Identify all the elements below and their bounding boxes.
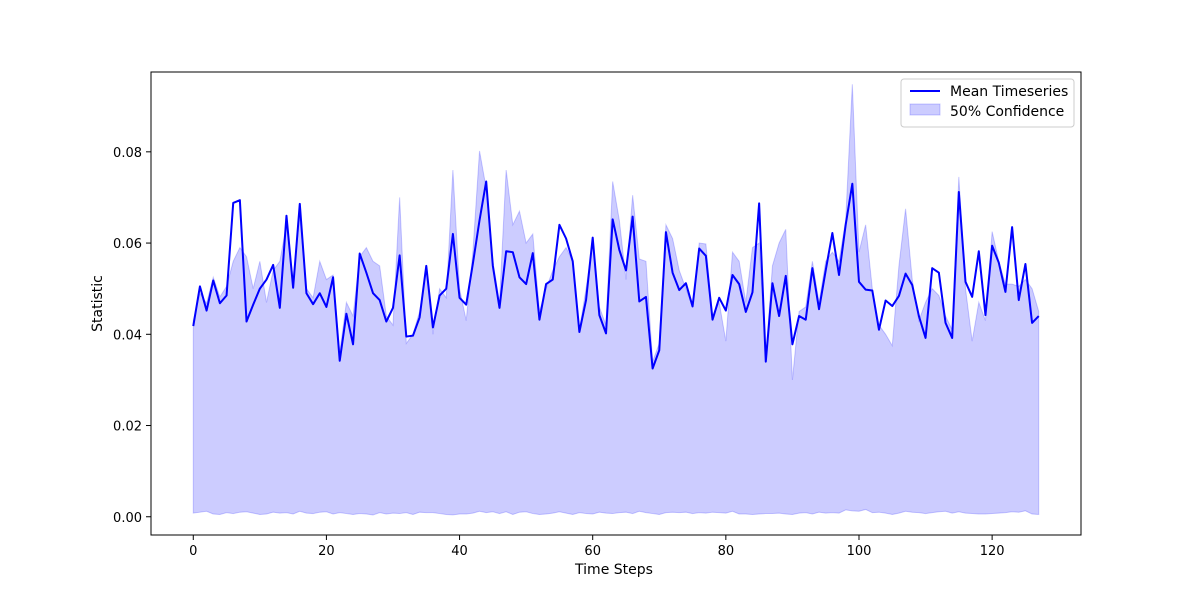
x-tick-label: 120	[980, 544, 1005, 559]
confidence-band-layer	[192, 84, 1040, 516]
y-axis-label: Statistic	[90, 275, 106, 332]
mean-timeseries-line	[192, 180, 1040, 370]
legend-band-swatch	[909, 103, 941, 116]
y-tick-label: 0.02	[113, 420, 142, 435]
y-tick-label: 0.06	[113, 237, 142, 252]
x-tick-label: 100	[847, 544, 872, 559]
plot-frame	[150, 71, 1082, 536]
legend-label-mean: Mean Timeseries	[950, 84, 1068, 100]
y-tick-label: 0.08	[113, 146, 142, 161]
x-tick-label: 40	[451, 544, 468, 559]
x-axis-label: Time Steps	[574, 562, 653, 578]
legend: Mean Timeseries 50% Confidence	[900, 78, 1075, 128]
y-tick-label: 0.04	[113, 328, 142, 343]
confidence-band	[192, 84, 1040, 516]
mean-line-layer	[192, 180, 1040, 370]
x-tick-label: 60	[584, 544, 601, 559]
x-tick-label: 80	[718, 544, 735, 559]
y-axis-ticks: 0.00 0.02 0.04 0.06 0.08	[113, 146, 151, 526]
y-tick-label: 0.00	[113, 511, 142, 526]
x-tick-label: 20	[318, 544, 335, 559]
x-tick-label: 0	[189, 544, 197, 559]
legend-box	[900, 78, 1075, 128]
legend-label-confidence: 50% Confidence	[950, 104, 1064, 120]
x-axis-ticks: 0 20 40 60 80 100 120	[189, 535, 1005, 559]
